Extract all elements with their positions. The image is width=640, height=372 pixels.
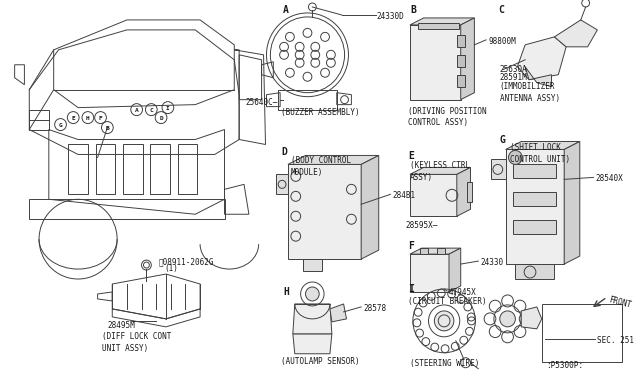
- Polygon shape: [437, 248, 445, 254]
- Text: D: D: [281, 147, 287, 157]
- Polygon shape: [420, 248, 428, 254]
- Text: 28540X: 28540X: [595, 174, 623, 183]
- Polygon shape: [410, 254, 449, 292]
- Text: 28495M: 28495M: [108, 321, 135, 330]
- Polygon shape: [293, 304, 332, 334]
- Bar: [513, 192, 556, 206]
- Text: 24330: 24330: [480, 258, 504, 267]
- Text: (BODY CONTROL
MODULE): (BODY CONTROL MODULE): [291, 157, 351, 177]
- Text: (1): (1): [164, 264, 178, 273]
- Text: (DIFF LOCK CONT
UNIT ASSY): (DIFF LOCK CONT UNIT ASSY): [102, 332, 172, 353]
- Text: A: A: [283, 5, 289, 15]
- Polygon shape: [410, 174, 457, 216]
- Text: E: E: [71, 116, 75, 121]
- Text: 284B1: 284B1: [392, 191, 415, 201]
- Polygon shape: [491, 160, 506, 179]
- Polygon shape: [515, 264, 554, 279]
- Text: (SHIFT LOCK
CONTROL UNIT): (SHIFT LOCK CONTROL UNIT): [509, 144, 570, 164]
- Text: A: A: [135, 108, 138, 113]
- Text: C: C: [149, 108, 153, 113]
- Text: H: H: [283, 287, 289, 297]
- Polygon shape: [449, 248, 461, 292]
- Text: C: C: [498, 5, 504, 15]
- Text: H: H: [86, 116, 90, 121]
- Text: G: G: [59, 123, 62, 128]
- Text: (DRIVING POSITION
CONTROL ASSY): (DRIVING POSITION CONTROL ASSY): [408, 107, 486, 128]
- Text: 28591M: 28591M: [500, 73, 527, 82]
- Polygon shape: [293, 334, 332, 354]
- Polygon shape: [410, 18, 474, 25]
- Polygon shape: [303, 259, 322, 271]
- Text: FRONT: FRONT: [607, 295, 632, 310]
- Text: G: G: [500, 135, 506, 145]
- Polygon shape: [361, 155, 379, 259]
- Text: D: D: [159, 116, 163, 121]
- Polygon shape: [457, 167, 470, 216]
- Text: E: E: [408, 151, 414, 161]
- Bar: [418, 23, 459, 29]
- Polygon shape: [330, 304, 346, 322]
- Text: (STEERING WIRE): (STEERING WIRE): [410, 359, 479, 368]
- Polygon shape: [410, 248, 461, 254]
- Polygon shape: [554, 20, 597, 47]
- Text: 25640C—: 25640C—: [246, 98, 278, 107]
- Text: B: B: [410, 5, 416, 15]
- Text: 25630A: 25630A: [500, 65, 527, 74]
- Text: :P5300P:: :P5300P:: [547, 361, 584, 370]
- Text: (KEYLESS CTRL
ASSY): (KEYLESS CTRL ASSY): [410, 161, 470, 182]
- Text: F: F: [408, 241, 414, 251]
- Bar: [457, 55, 465, 67]
- Polygon shape: [521, 307, 541, 329]
- Bar: [513, 164, 556, 179]
- Polygon shape: [525, 67, 552, 87]
- Text: I: I: [166, 106, 170, 111]
- Polygon shape: [288, 164, 361, 259]
- Polygon shape: [410, 25, 461, 100]
- Polygon shape: [276, 174, 288, 194]
- Circle shape: [435, 311, 454, 331]
- Text: B: B: [106, 126, 109, 131]
- Polygon shape: [506, 150, 564, 264]
- Text: F: F: [99, 116, 102, 121]
- Bar: [457, 35, 465, 47]
- Text: 28595X—: 28595X—: [405, 221, 438, 230]
- Text: (AUTOLAMP SENSOR): (AUTOLAMP SENSOR): [281, 357, 360, 366]
- Circle shape: [500, 311, 515, 327]
- Circle shape: [305, 287, 319, 301]
- Text: 24330D: 24330D: [377, 12, 404, 21]
- Text: 28578: 28578: [363, 304, 386, 313]
- Bar: [541, 304, 622, 362]
- Bar: [457, 75, 465, 87]
- Polygon shape: [461, 18, 474, 100]
- Circle shape: [509, 150, 522, 164]
- Text: (BUZZER ASSEMBLY): (BUZZER ASSEMBLY): [281, 108, 360, 117]
- Text: 47945X: 47945X: [449, 288, 477, 297]
- Text: Ⓑ08911-2062G: Ⓑ08911-2062G: [158, 257, 214, 266]
- Text: 98800M: 98800M: [488, 37, 516, 46]
- Polygon shape: [288, 155, 379, 164]
- Bar: [513, 220, 556, 234]
- Bar: [467, 182, 472, 202]
- Text: I: I: [408, 284, 414, 294]
- Polygon shape: [517, 37, 566, 80]
- Polygon shape: [506, 141, 580, 150]
- Polygon shape: [410, 167, 470, 174]
- Text: SEC. 251: SEC. 251: [597, 336, 634, 345]
- Text: (CIRCUIT BREAKER): (CIRCUIT BREAKER): [408, 297, 486, 306]
- Text: (IMMOBILIZER
ANTENNA ASSY): (IMMOBILIZER ANTENNA ASSY): [500, 82, 560, 103]
- Polygon shape: [564, 141, 580, 264]
